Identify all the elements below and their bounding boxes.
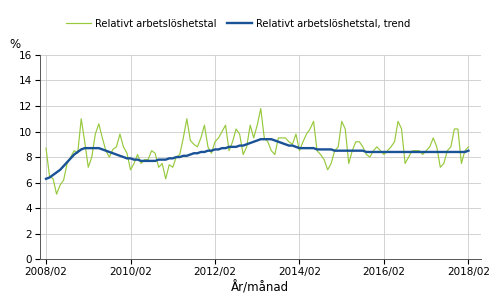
Legend: Relativt arbetslöshetstal, Relativt arbetslöshetstal, trend: Relativt arbetslöshetstal, Relativt arbe… (62, 15, 414, 33)
X-axis label: År/månad: År/månad (231, 281, 290, 295)
Y-axis label: %: % (10, 38, 21, 51)
